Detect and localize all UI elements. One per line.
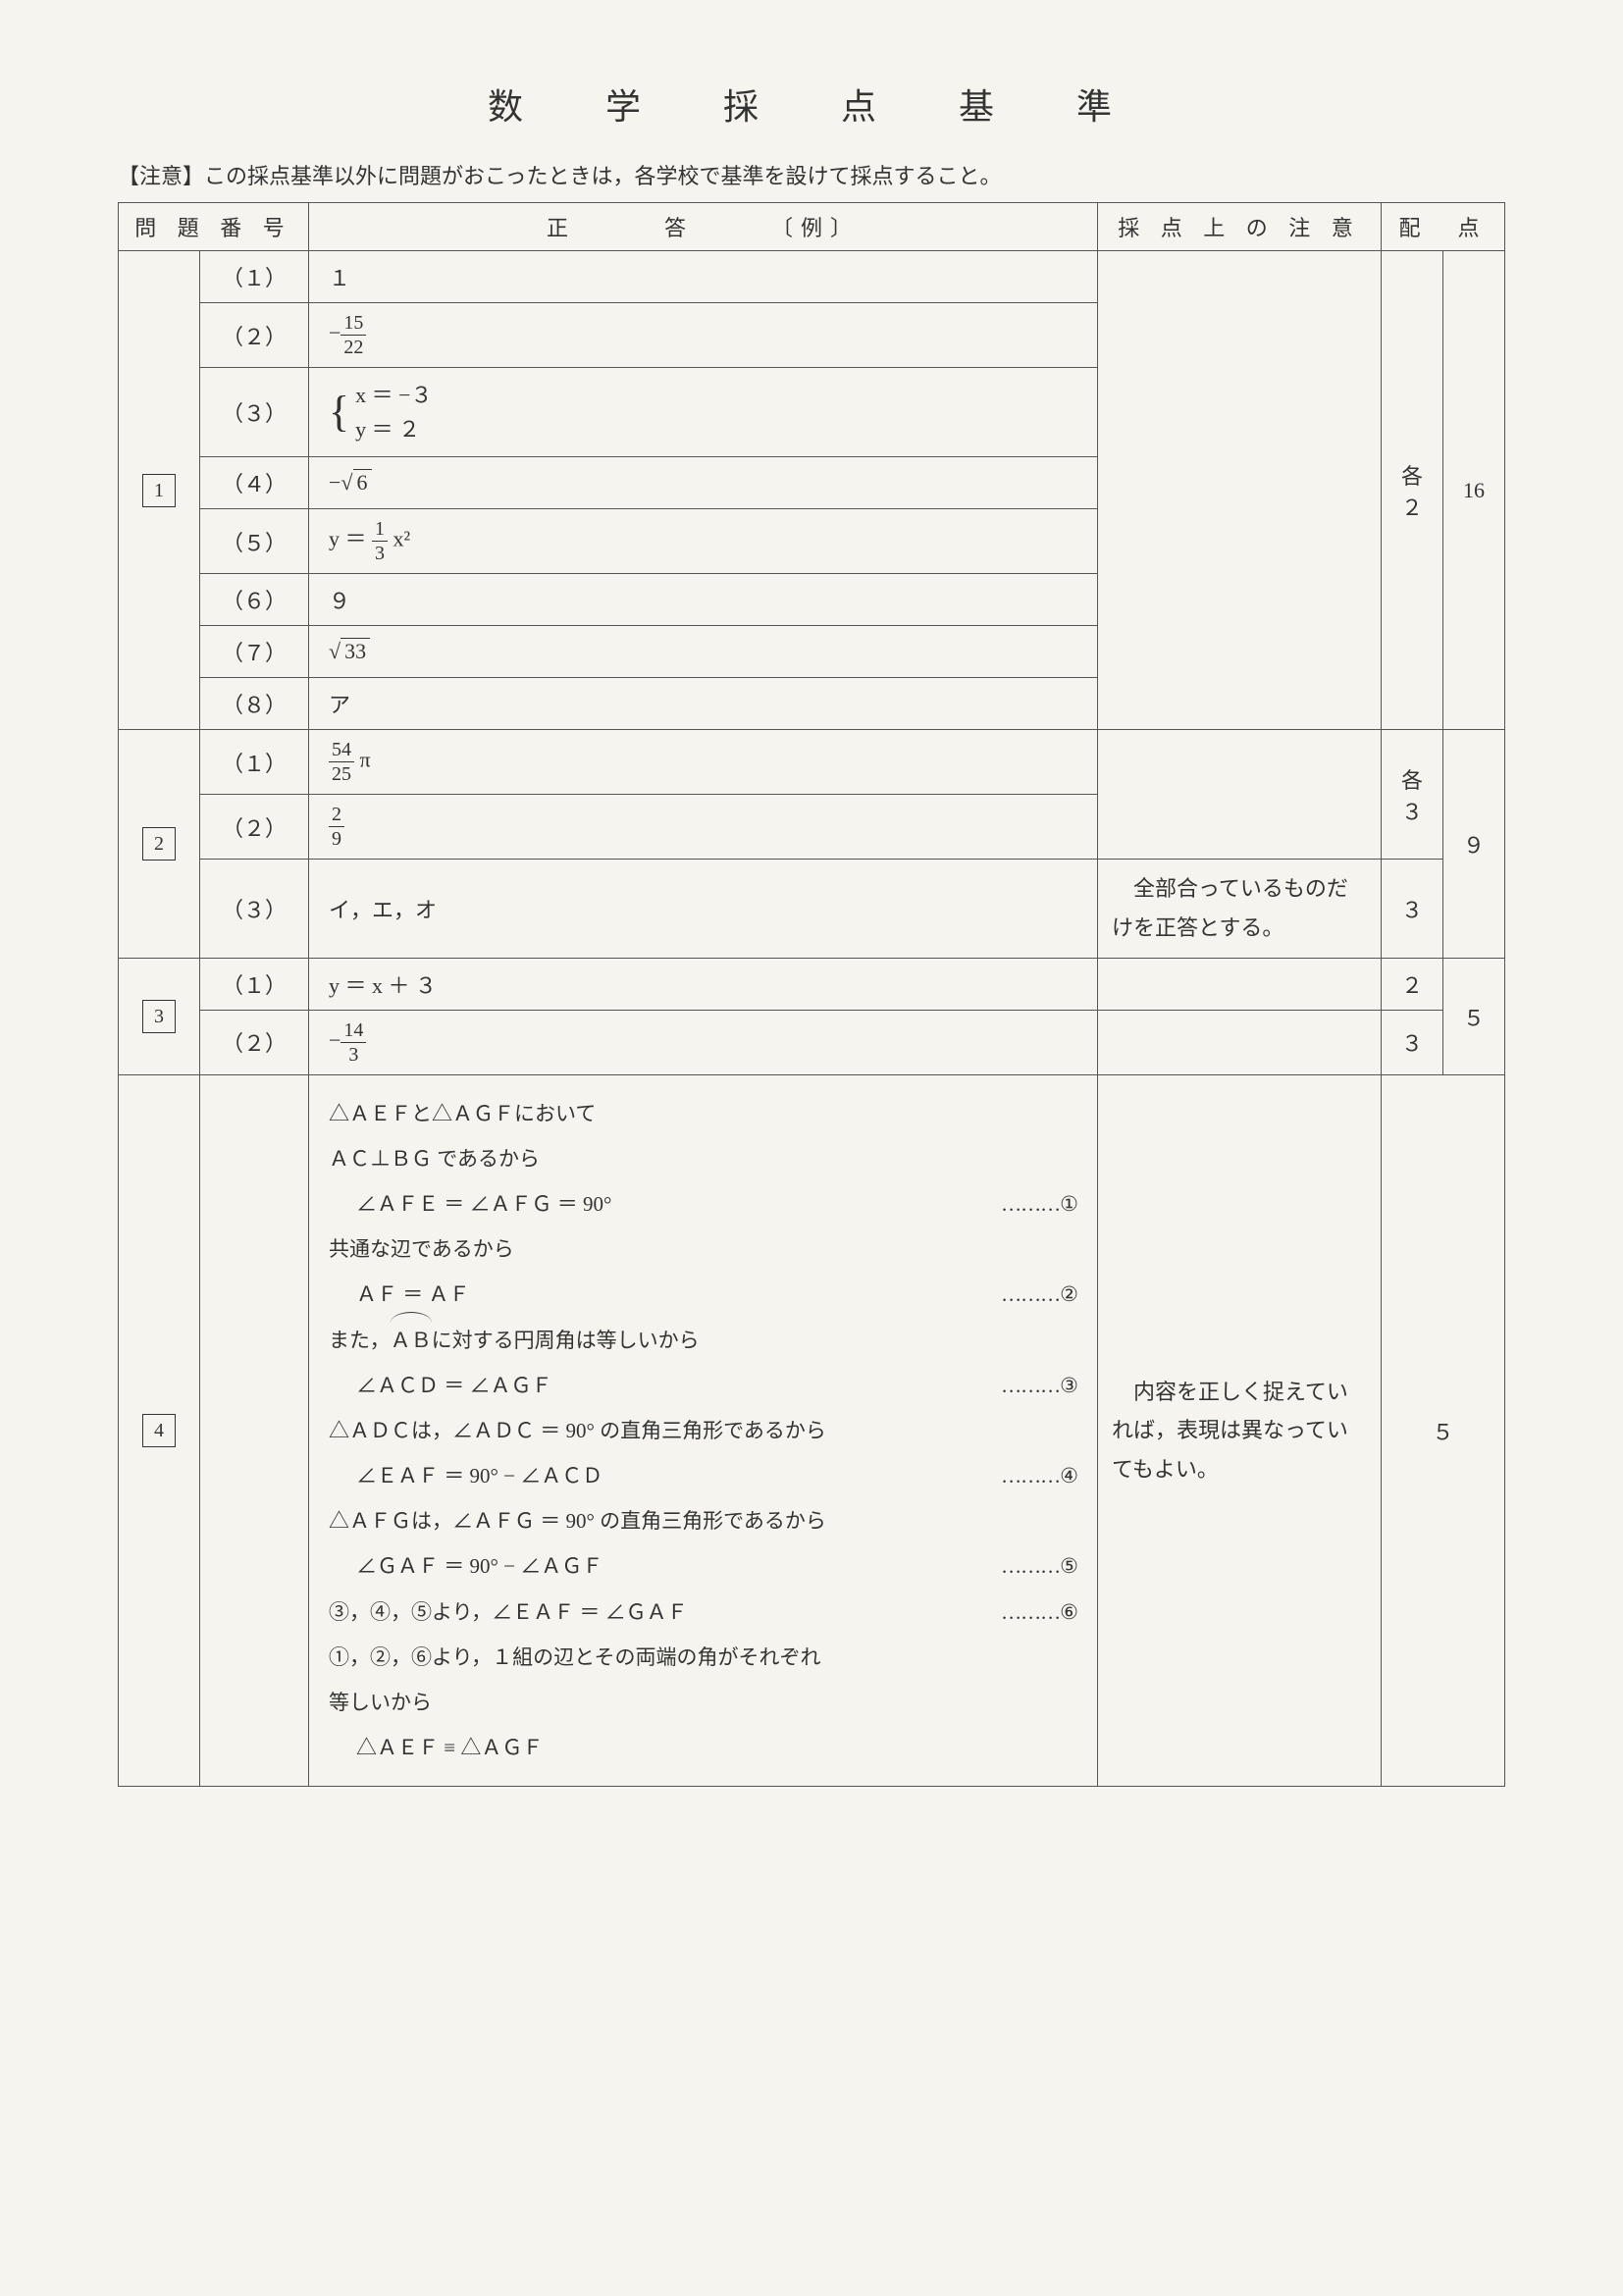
q2-pts-each12: 各 ３: [1382, 730, 1443, 860]
q3-sub1: （１）: [200, 958, 309, 1010]
q3-note2: [1098, 1010, 1382, 1074]
q1-a3: {x ＝ −３y ＝ ２: [309, 368, 1098, 457]
header-note: 採 点 上 の 注 意: [1098, 203, 1382, 251]
q1-note: [1098, 251, 1382, 730]
q1-a1: １: [309, 251, 1098, 303]
q2-sub3: （３）: [200, 860, 309, 958]
header-answer: 正 答 〔例〕: [309, 203, 1098, 251]
q1-a8: ア: [309, 678, 1098, 730]
q3-boxed-num: 3: [142, 1000, 176, 1033]
header-question-no: 問 題 番 号: [119, 203, 309, 251]
q2-a3: イ，エ，オ: [309, 860, 1098, 958]
q2-pts3: ３: [1382, 860, 1443, 958]
q2-pts-total: ９: [1443, 730, 1505, 958]
q4-sub-blank: [200, 1074, 309, 1787]
q4-number-cell: 4: [119, 1074, 200, 1787]
q3-note1: [1098, 958, 1382, 1010]
q1-a7: √33: [309, 626, 1098, 678]
q4-pts: ５: [1382, 1074, 1505, 1787]
q2-a2: 29: [309, 795, 1098, 860]
q1-number-cell: 1: [119, 251, 200, 730]
page-container: 数 学 採 点 基 準 【注意】この採点基準以外に問題がおこったときは，各学校で…: [0, 0, 1623, 1983]
q1-sub3: （３）: [200, 368, 309, 457]
q1-sub4: （４）: [200, 457, 309, 509]
q2-number-cell: 2: [119, 730, 200, 958]
q3-sub2: （２）: [200, 1010, 309, 1074]
q3-a2: −143: [309, 1010, 1098, 1074]
q1-sub6: （６）: [200, 574, 309, 626]
q4-proof: △ＡＥＦと△ＡＧＦにおいて ＡＣ⊥ＢＧ であるから ∠ＡＦＥ ＝ ∠ＡＦＧ ＝ …: [309, 1074, 1098, 1787]
page-title: 数 学 採 点 基 準: [118, 78, 1505, 130]
q2-note3: 全部合っているものだけを正答とする。: [1098, 860, 1382, 958]
q1-pts-total: 16: [1443, 251, 1505, 730]
q1-sub1: （１）: [200, 251, 309, 303]
q1-sub7: （７）: [200, 626, 309, 678]
q2-a1: 5425 π: [309, 730, 1098, 795]
header-points: 配 点: [1382, 203, 1505, 251]
q3-a1: y ＝ x ＋ ３: [309, 958, 1098, 1010]
q1-sub2: （２）: [200, 303, 309, 368]
q1-sub5: （５）: [200, 509, 309, 574]
q3-pts2: ３: [1382, 1010, 1443, 1074]
q3-number-cell: 3: [119, 958, 200, 1074]
q2-sub1: （１）: [200, 730, 309, 795]
q3-pts-total: ５: [1443, 958, 1505, 1074]
q1-sub8: （８）: [200, 678, 309, 730]
notice-text: 【注意】この採点基準以外に問題がおこったときは，各学校で基準を設けて採点すること…: [118, 159, 1505, 190]
q2-note12: [1098, 730, 1382, 860]
q1-boxed-num: 1: [142, 474, 176, 507]
q1-a4: −√6: [309, 457, 1098, 509]
grading-table: 問 題 番 号 正 答 〔例〕 採 点 上 の 注 意 配 点 1 （１） １ …: [118, 202, 1505, 1787]
q1-pts-each: 各 ２: [1382, 251, 1443, 730]
q1-a2: −1522: [309, 303, 1098, 368]
q3-pts1: ２: [1382, 958, 1443, 1010]
q1-a5: y ＝ 13 x²: [309, 509, 1098, 574]
q1-a6: ９: [309, 574, 1098, 626]
q2-sub2: （２）: [200, 795, 309, 860]
q2-boxed-num: 2: [142, 827, 176, 861]
q4-note: 内容を正しく捉えていれば，表現は異なっていてもよい。: [1098, 1074, 1382, 1787]
q4-boxed-num: 4: [142, 1414, 176, 1447]
